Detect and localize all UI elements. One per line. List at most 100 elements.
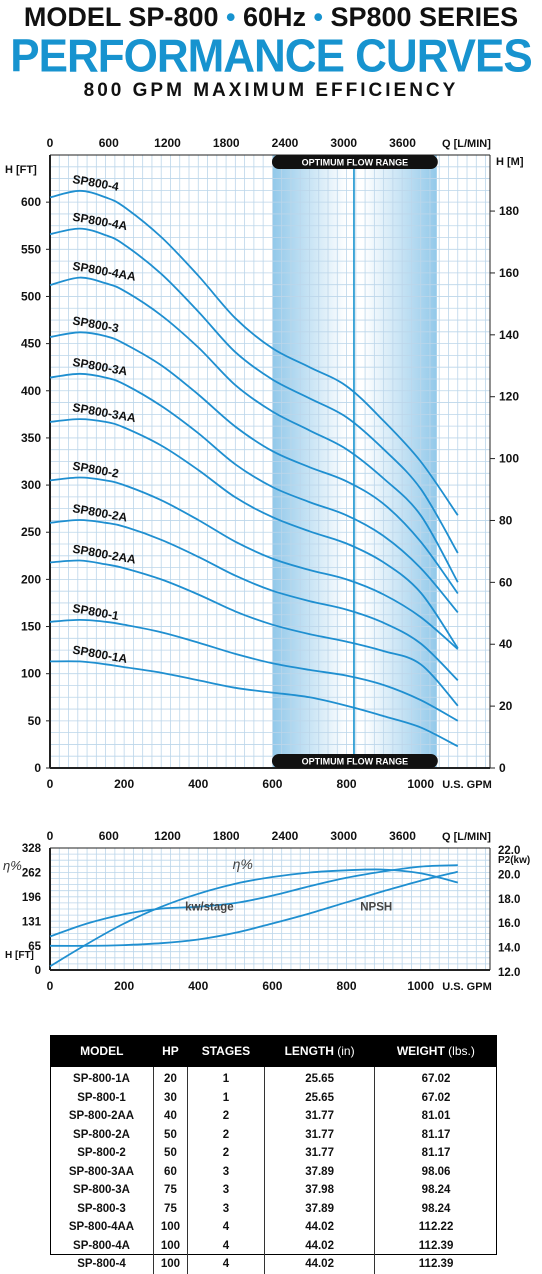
curve-sp800-4aa <box>49 276 459 583</box>
table-cell: SP-800-1A <box>73 1073 130 1086</box>
title-separator-1: • <box>226 2 236 32</box>
x-tick-label: 800 <box>337 777 357 791</box>
table-cell: 75 <box>153 1181 188 1200</box>
table-cell: 20 <box>153 1067 188 1089</box>
x-top-tick-label: 2400 <box>272 136 299 150</box>
col-length-label: LENGTH <box>284 1044 334 1058</box>
x-top-tick-label: 3600 <box>389 829 416 843</box>
x-top-axis-label: Q [L/MIN] <box>442 138 491 150</box>
table-cell: 37.98 <box>264 1181 375 1200</box>
x-top-tick-label: 3000 <box>330 136 357 150</box>
annotation: NPSH <box>360 901 392 913</box>
y-tick-label: 400 <box>21 384 41 398</box>
table-cell: 81.17 <box>374 1125 497 1144</box>
performance-chart: OPTIMUM FLOW RANGE OPTIMUM FLOW RANGE 0 50 1… <box>5 136 524 791</box>
table-cell: 4 <box>186 1236 265 1255</box>
col-length-unit: (in) <box>337 1044 355 1058</box>
x-tick-label: 200 <box>114 979 134 993</box>
y-right-tick-label: 14.0 <box>498 943 520 955</box>
curve-kwstage <box>49 864 458 938</box>
table-cell: 40 <box>153 1107 188 1126</box>
table-cell: 2 <box>186 1125 265 1144</box>
x-tick-label: 1000 <box>407 777 434 791</box>
table-cell: 31.77 <box>264 1144 375 1163</box>
efficiency-subtitle: 800 GPM MAXIMUM EFFICIENCY <box>83 80 459 101</box>
table-cell: 25.65 <box>264 1067 375 1089</box>
curve- <box>49 868 459 968</box>
table-cell: 98.06 <box>374 1162 497 1181</box>
curve-sp800-2a <box>49 519 459 681</box>
table-cell: SP-800-2AA <box>68 1110 135 1123</box>
y-right-tick-label: 0 <box>499 761 506 775</box>
table-cell: 81.01 <box>374 1107 497 1126</box>
y-right-tick-label: 40 <box>499 637 513 651</box>
curve-sp800-2aa <box>49 559 459 707</box>
curve-sp800-4 <box>49 189 459 516</box>
table-row: SP-800-3 75 3 37.89 98.24 <box>50 1199 497 1218</box>
table-cell: 37.89 <box>264 1162 375 1181</box>
annotation: kw/stage <box>185 901 234 913</box>
x-top-tick-label: 1800 <box>213 136 240 150</box>
curve-sp800-3aa <box>49 418 459 649</box>
table-row: SP-800-2AA 40 2 31.77 81.01 <box>50 1107 497 1126</box>
table-cell: 37.89 <box>264 1199 375 1218</box>
y-right-tick-label: 100 <box>499 452 519 466</box>
x-axis-label: U.S. GPM <box>442 981 492 993</box>
col-weight-unit: (lbs.) <box>448 1044 475 1058</box>
x-tick-label: 1000 <box>407 979 434 993</box>
table-cell: 31.77 <box>264 1107 375 1126</box>
annotation: η% <box>233 856 253 872</box>
table-row: SP-800-1A 20 1 25.65 67.02 <box>50 1067 497 1089</box>
y-tick-label: 50 <box>28 714 42 728</box>
model-title-frequency: 60Hz <box>242 2 306 32</box>
y-right-tick-label: 18.0 <box>498 894 520 906</box>
curve-sp800-3a <box>49 372 459 613</box>
performance-title: PERFORMANCE CURVES <box>10 30 532 83</box>
table-row: SP-800-3AA 60 3 37.89 98.06 <box>50 1162 497 1181</box>
table-cell: 100 <box>153 1236 188 1255</box>
band-label-bottom-bg <box>271 754 438 768</box>
y-right-tick-label: 140 <box>499 328 519 342</box>
y-axis-label: H [FT] <box>5 950 34 961</box>
x-tick-label: 0 <box>47 777 54 791</box>
y-tick-label: 0 <box>34 761 41 775</box>
x-tick-label: 600 <box>262 979 282 993</box>
table-cell: 67.02 <box>374 1088 497 1107</box>
y-right-axis-label: P2(kw) <box>498 855 530 866</box>
y-tick-label: 300 <box>21 478 41 492</box>
table-row: SP-800-4AA 100 4 44.02 112.22 <box>50 1218 497 1237</box>
y-right-axis-label: H [M] <box>496 156 524 168</box>
table-cell: 44.02 <box>264 1236 375 1255</box>
table-cell: 81.17 <box>374 1144 497 1163</box>
y-right-tick-label: 22.0 <box>498 845 520 857</box>
col-model-header: MODEL <box>50 1035 154 1067</box>
curve-sp800-3 <box>49 331 459 595</box>
y-right-tick-label: 160 <box>499 266 519 280</box>
table-cell: 44.02 <box>264 1218 375 1237</box>
table-cell: 98.24 <box>374 1199 497 1218</box>
y-tick-label: 196 <box>22 892 41 904</box>
y-right-tick-label: 120 <box>499 390 519 404</box>
eta-axis-label: η% <box>3 858 22 873</box>
table-cell: 3 <box>186 1162 265 1181</box>
curve-sp800-1 <box>49 618 459 722</box>
table-cell: SP-800-2 <box>77 1147 126 1160</box>
x-top-tick-label: 3600 <box>389 136 416 150</box>
curve-label: SP800-2AA <box>71 542 137 567</box>
curve-npsh <box>49 870 459 947</box>
specs-table: MODEL HP STAGES LENGTH (in) WEIGHT (lbs.… <box>50 1035 497 1274</box>
table-cell: SP-800-3A <box>73 1184 130 1197</box>
model-title: MODEL SP-800 • 60Hz • SP800 SERIES <box>0 2 542 33</box>
curve-label: SP800-3A <box>71 355 128 378</box>
table-cell: 1 <box>186 1088 265 1107</box>
y-tick-label: 550 <box>21 242 41 256</box>
x-top-tick-label: 600 <box>99 829 119 843</box>
band-label-bottom: OPTIMUM FLOW RANGE <box>302 757 409 767</box>
chart1-grid <box>49 154 490 769</box>
y-tick-label: 350 <box>21 431 41 445</box>
y-tick-label: 450 <box>21 337 41 351</box>
x-top-tick-label: 0 <box>47 829 54 843</box>
table-row: SP-800-4A 100 4 44.02 112.39 <box>50 1236 497 1255</box>
table-cell: 75 <box>153 1199 188 1218</box>
curve-label: SP800-1A <box>71 643 128 666</box>
